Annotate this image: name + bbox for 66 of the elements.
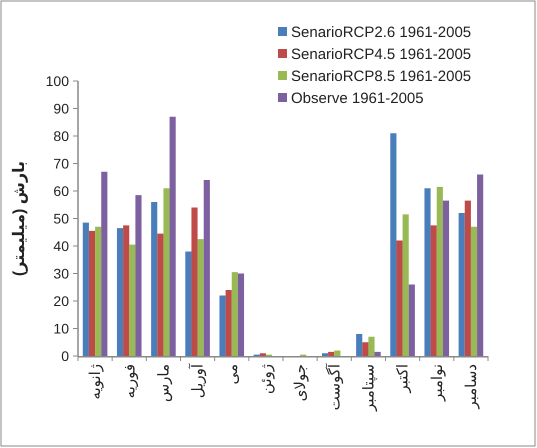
bar <box>116 228 124 356</box>
x-tick-label: فوریه <box>121 364 138 398</box>
x-tick-label: می <box>224 364 241 385</box>
bar <box>191 208 198 356</box>
bar <box>170 116 176 356</box>
y-tick-label: 60 <box>53 183 70 199</box>
bar <box>232 272 238 356</box>
bar <box>129 244 136 356</box>
bar <box>356 334 362 356</box>
legend-label: Observe 1961-2005 <box>291 90 424 107</box>
bar <box>368 336 375 356</box>
x-tick-label: اکتبر <box>394 364 412 394</box>
bar <box>470 226 478 356</box>
y-tick-label: 0 <box>61 348 70 364</box>
bar <box>477 174 484 356</box>
y-tick-label: 20 <box>53 293 70 309</box>
y-tick-label: 100 <box>46 73 70 89</box>
bar <box>219 296 226 356</box>
bar <box>402 214 409 356</box>
y-tick-label: 10 <box>53 320 70 336</box>
x-tick-label: ژوئن <box>258 364 275 394</box>
bar <box>82 222 89 356</box>
bar <box>151 202 158 356</box>
bar <box>374 352 381 356</box>
x-tick-label: دسامبر <box>462 364 480 410</box>
legend-label: SenarioRCP2.6 1961-2005 <box>291 24 472 41</box>
y-axis-title: بارش (میلیمتر) <box>11 160 28 276</box>
y-tick-label: 30 <box>53 266 70 282</box>
bar <box>424 188 431 356</box>
bar <box>185 252 192 356</box>
bar <box>226 290 232 356</box>
x-tick-label: آوریل <box>188 363 207 398</box>
bar <box>238 274 244 356</box>
bar <box>88 230 96 356</box>
bar <box>396 240 403 356</box>
bar <box>163 188 170 356</box>
x-tick-label: نوامبر <box>428 364 446 402</box>
bar <box>390 133 396 356</box>
bar <box>464 200 471 356</box>
bar <box>408 284 415 356</box>
y-tick-label: 40 <box>53 238 70 254</box>
y-tick-label: 80 <box>53 128 70 144</box>
bar <box>362 342 368 356</box>
bar <box>157 234 164 356</box>
bar <box>334 350 340 356</box>
y-tick-label: 50 <box>53 210 70 226</box>
x-tick-label: جولای <box>292 364 310 402</box>
bar <box>430 225 437 356</box>
bar <box>95 226 102 356</box>
bar <box>198 239 204 356</box>
bar <box>135 195 142 356</box>
x-tick-label: سپتامبر <box>360 364 378 412</box>
bar <box>442 200 450 356</box>
legend-label: SenarioRCP4.5 1961-2005 <box>291 46 472 63</box>
bar <box>123 225 130 356</box>
bar <box>458 213 465 356</box>
x-tick-label: آگوست <box>324 363 344 410</box>
bar <box>328 352 334 356</box>
y-tick-label: 70 <box>53 156 70 172</box>
bar <box>436 186 443 356</box>
x-tick-label: ژانویه <box>87 364 104 400</box>
bar <box>101 172 108 356</box>
bar <box>204 180 210 356</box>
legend-label: SenarioRCP8.5 1961-2005 <box>291 68 472 85</box>
y-tick-label: 90 <box>53 100 70 116</box>
x-tick-label: مارس <box>155 364 172 402</box>
